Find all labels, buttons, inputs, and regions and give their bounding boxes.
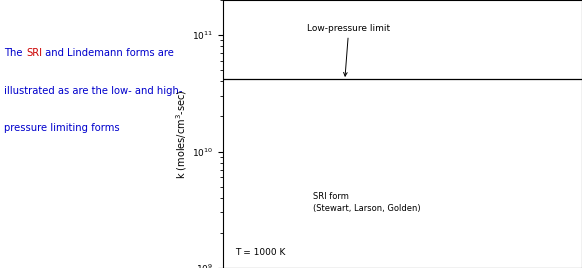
Text: Lindemann form: Lindemann form — [0, 267, 1, 268]
Text: SRI form
(Stewart, Larson, Golden): SRI form (Stewart, Larson, Golden) — [313, 192, 421, 213]
Y-axis label: k (moles/cm$^3$-sec): k (moles/cm$^3$-sec) — [174, 89, 189, 179]
Text: Low-pressure limit: Low-pressure limit — [307, 24, 391, 76]
Text: High-pressure limit: High-pressure limit — [0, 267, 1, 268]
Text: T = 1000 K: T = 1000 K — [235, 248, 286, 257]
Text: forms are: forms are — [123, 48, 174, 58]
Text: The: The — [5, 48, 26, 58]
Text: SRI: SRI — [26, 48, 42, 58]
Text: and: and — [42, 48, 67, 58]
Text: pressure limiting forms: pressure limiting forms — [5, 123, 120, 133]
Text: illustrated as are the low- and high-: illustrated as are the low- and high- — [5, 86, 183, 96]
Text: Lindemann: Lindemann — [67, 48, 123, 58]
